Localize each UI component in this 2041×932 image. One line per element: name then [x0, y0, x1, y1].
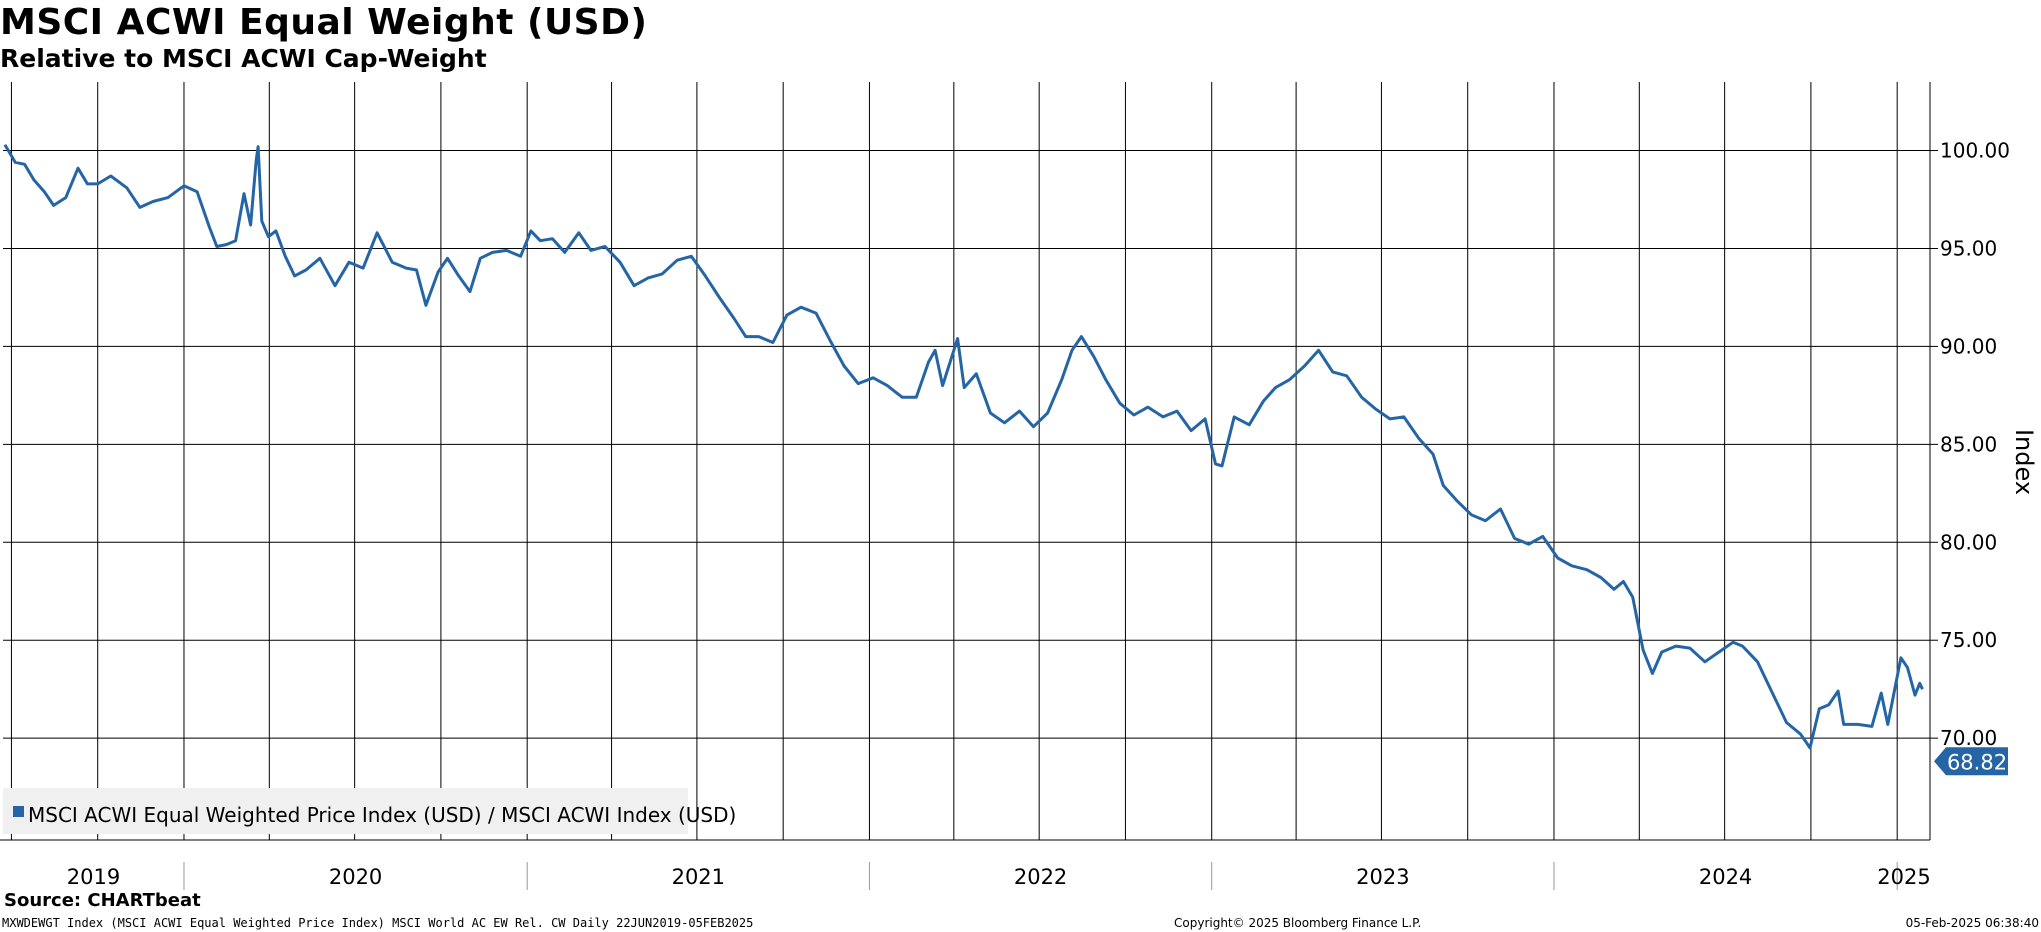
y-axis-title: Index [2010, 429, 2038, 495]
x-year-label: 2021 [672, 865, 725, 889]
y-tick-label: 100.00 [1940, 139, 2010, 163]
last-value-flag [1934, 747, 2008, 776]
last-value-label: 68.82 [1947, 750, 2007, 774]
x-year-label: 2022 [1014, 865, 1067, 889]
x-year-label: 2023 [1356, 865, 1409, 889]
y-tick-label: 90.00 [1940, 334, 1997, 358]
y-tick-label: 75.00 [1940, 628, 1997, 652]
y-tick-label: 70.00 [1940, 726, 1997, 750]
x-year-label: 2024 [1699, 865, 1752, 889]
footer-timestamp: 05-Feb-2025 06:38:40 [1905, 916, 2039, 930]
footer-copyright: Copyright© 2025 Bloomberg Finance L.P. [1174, 916, 1422, 930]
legend-label: MSCI ACWI Equal Weighted Price Index (US… [28, 803, 736, 827]
y-tick-label: 95.00 [1940, 236, 1997, 260]
footer-ticker-info: MXWDEWGT Index (MSCI ACWI Equal Weighted… [2, 916, 754, 930]
y-tick-label: 85.00 [1940, 432, 1997, 456]
x-year-label: 2019 [67, 865, 120, 889]
legend-swatch [13, 806, 24, 817]
legend-box [3, 788, 688, 834]
chart-title: MSCI ACWI Equal Weight (USD) [0, 2, 648, 43]
source-label: Source: CHARTbeat [4, 890, 201, 911]
chart-subtitle: Relative to MSCI ACWI Cap-Weight [0, 44, 487, 73]
x-year-label: 2025 [1877, 865, 1930, 889]
series-line [3, 143, 1924, 750]
y-tick-label: 80.00 [1940, 530, 1997, 554]
x-year-label: 2020 [329, 865, 382, 889]
